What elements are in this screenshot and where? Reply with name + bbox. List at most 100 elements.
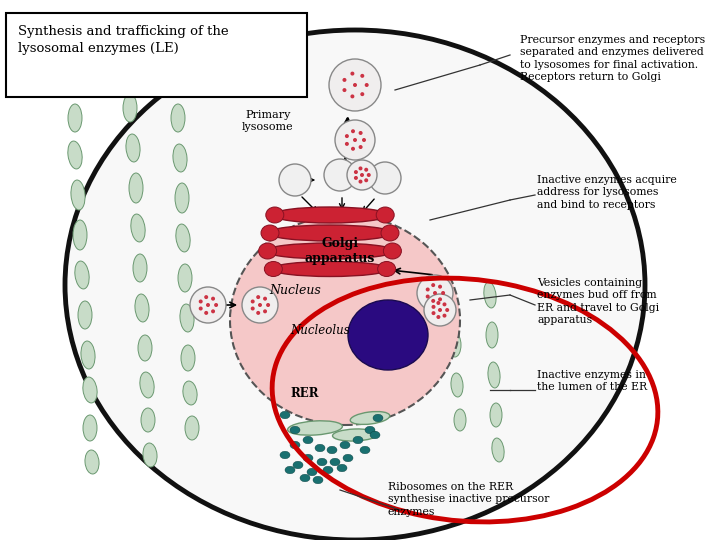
Ellipse shape <box>230 215 460 425</box>
Ellipse shape <box>214 303 218 307</box>
Ellipse shape <box>359 145 363 149</box>
Text: Inactive enzymes acquire
address for lysosomes
and bind to receptors: Inactive enzymes acquire address for lys… <box>537 175 677 210</box>
Ellipse shape <box>83 415 97 441</box>
Ellipse shape <box>484 282 496 308</box>
Circle shape <box>337 464 347 472</box>
Text: Primary
lysosome: Primary lysosome <box>242 110 294 132</box>
Circle shape <box>327 446 337 454</box>
Ellipse shape <box>71 180 85 210</box>
Ellipse shape <box>258 303 262 307</box>
Ellipse shape <box>359 180 362 184</box>
Circle shape <box>313 476 323 484</box>
Ellipse shape <box>345 134 349 138</box>
Ellipse shape <box>126 134 140 162</box>
Ellipse shape <box>199 300 203 303</box>
Ellipse shape <box>68 141 82 169</box>
Circle shape <box>293 461 303 469</box>
Circle shape <box>365 426 375 434</box>
Circle shape <box>307 468 317 476</box>
Ellipse shape <box>242 287 278 323</box>
Ellipse shape <box>171 104 185 132</box>
Ellipse shape <box>287 421 343 435</box>
Ellipse shape <box>353 138 357 142</box>
Ellipse shape <box>185 416 199 440</box>
Ellipse shape <box>78 301 92 329</box>
Ellipse shape <box>343 88 346 92</box>
Ellipse shape <box>431 311 436 315</box>
Ellipse shape <box>345 142 349 146</box>
Ellipse shape <box>256 295 260 299</box>
Ellipse shape <box>360 74 364 78</box>
Text: Vesicles containing
enzymes bud off from
ER and travel to Golgi
apparatus: Vesicles containing enzymes bud off from… <box>537 278 659 325</box>
Ellipse shape <box>73 220 87 250</box>
Ellipse shape <box>492 438 504 462</box>
Ellipse shape <box>180 304 194 332</box>
Ellipse shape <box>211 309 215 313</box>
Circle shape <box>280 411 290 418</box>
Ellipse shape <box>265 243 395 259</box>
Text: Golgi: Golgi <box>321 237 359 249</box>
Ellipse shape <box>351 147 355 151</box>
Ellipse shape <box>266 303 270 307</box>
Ellipse shape <box>173 144 187 172</box>
Text: Ribosomes on the RER
synthesise inactive precursor
enzymes: Ribosomes on the RER synthesise inactive… <box>388 482 549 517</box>
Ellipse shape <box>271 261 389 276</box>
Ellipse shape <box>183 381 197 405</box>
Circle shape <box>370 431 380 438</box>
Ellipse shape <box>445 308 449 312</box>
Ellipse shape <box>486 322 498 348</box>
Ellipse shape <box>354 170 358 174</box>
Ellipse shape <box>359 166 362 171</box>
Ellipse shape <box>441 291 445 295</box>
Text: Inactive enzymes in
the lumen of the ER: Inactive enzymes in the lumen of the ER <box>537 370 647 393</box>
Circle shape <box>280 451 290 459</box>
Ellipse shape <box>251 307 255 310</box>
Ellipse shape <box>381 225 399 241</box>
Ellipse shape <box>350 411 390 424</box>
Ellipse shape <box>199 307 203 310</box>
Circle shape <box>285 466 295 474</box>
Ellipse shape <box>436 315 441 319</box>
Text: Synthesis and trafficking of the
lysosomal enzymes (LE): Synthesis and trafficking of the lysosom… <box>18 25 229 55</box>
Ellipse shape <box>451 373 463 397</box>
Ellipse shape <box>75 261 89 289</box>
Ellipse shape <box>383 243 402 259</box>
Ellipse shape <box>365 83 369 87</box>
Ellipse shape <box>353 83 357 87</box>
Ellipse shape <box>376 207 394 223</box>
Circle shape <box>353 436 363 444</box>
Circle shape <box>323 466 333 474</box>
Ellipse shape <box>123 94 137 122</box>
Text: Nucleus: Nucleus <box>269 284 321 296</box>
Ellipse shape <box>443 302 446 306</box>
Ellipse shape <box>364 168 368 172</box>
Circle shape <box>340 441 350 449</box>
Ellipse shape <box>329 59 381 111</box>
Ellipse shape <box>454 409 466 431</box>
Ellipse shape <box>431 305 436 309</box>
Ellipse shape <box>258 243 276 259</box>
Ellipse shape <box>433 291 437 295</box>
Ellipse shape <box>272 207 387 223</box>
Ellipse shape <box>279 164 311 196</box>
Text: apparatus: apparatus <box>305 252 375 265</box>
Ellipse shape <box>140 372 154 398</box>
Ellipse shape <box>438 308 442 312</box>
Circle shape <box>290 441 300 449</box>
Ellipse shape <box>81 341 95 369</box>
Ellipse shape <box>366 173 371 177</box>
Text: RER: RER <box>290 387 318 400</box>
Ellipse shape <box>268 225 392 241</box>
Ellipse shape <box>436 301 441 305</box>
Ellipse shape <box>211 296 215 301</box>
Ellipse shape <box>431 283 435 287</box>
Ellipse shape <box>360 92 364 96</box>
Ellipse shape <box>424 294 456 326</box>
Ellipse shape <box>426 287 430 292</box>
Ellipse shape <box>206 303 210 307</box>
Ellipse shape <box>354 176 358 180</box>
Ellipse shape <box>351 129 355 133</box>
Text: Precursor enzymes and receptors
separated and enzymes delivered
to lysosomes for: Precursor enzymes and receptors separate… <box>520 35 705 82</box>
Ellipse shape <box>135 294 149 322</box>
Ellipse shape <box>204 311 208 315</box>
